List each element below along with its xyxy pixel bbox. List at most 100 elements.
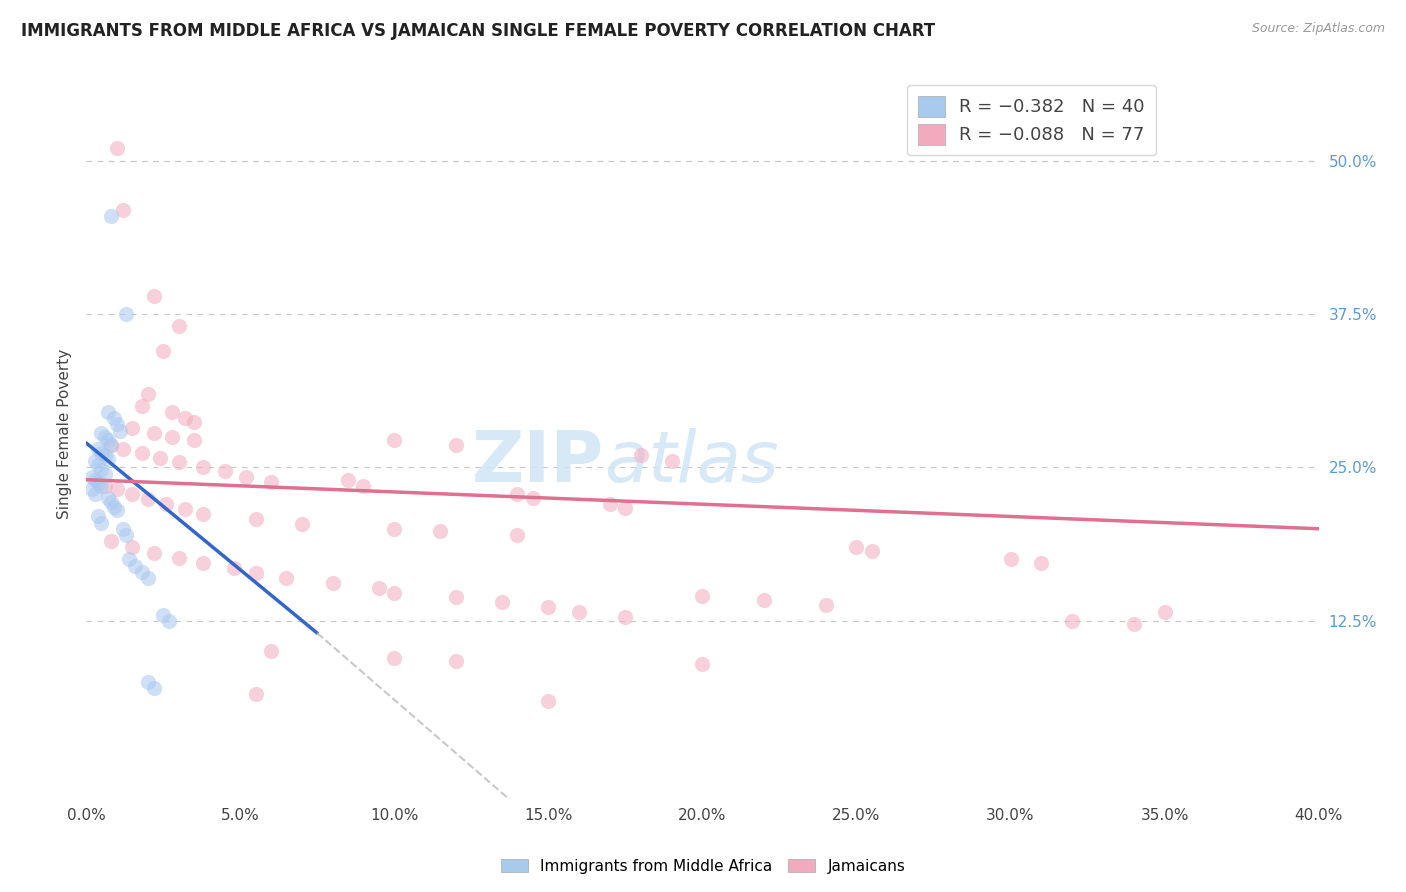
Point <box>87 458 110 472</box>
Point <box>121 540 143 554</box>
Point <box>506 528 529 542</box>
Point <box>103 500 125 514</box>
Point <box>245 512 267 526</box>
Point <box>193 460 215 475</box>
Point <box>90 445 112 459</box>
Point <box>1122 617 1144 632</box>
Point <box>136 675 159 690</box>
Point <box>100 438 122 452</box>
Point <box>131 399 153 413</box>
Point <box>105 483 128 497</box>
Point <box>142 546 165 560</box>
Point <box>291 516 314 531</box>
Point <box>112 442 135 456</box>
Point <box>105 417 128 432</box>
Point <box>173 502 195 516</box>
Point <box>84 487 107 501</box>
Point <box>142 288 165 302</box>
Point <box>614 500 637 515</box>
Point <box>157 614 180 628</box>
Point <box>506 487 529 501</box>
Point <box>115 528 138 542</box>
Point <box>100 438 122 452</box>
Point <box>245 566 267 580</box>
Point <box>214 464 236 478</box>
Point <box>93 467 115 481</box>
Point <box>614 610 637 624</box>
Point <box>599 497 621 511</box>
Point <box>845 540 868 554</box>
Point <box>93 430 115 444</box>
Point <box>136 571 159 585</box>
Point <box>337 473 360 487</box>
Point <box>193 556 215 570</box>
Point <box>235 470 257 484</box>
Point <box>522 491 544 505</box>
Legend: Immigrants from Middle Africa, Jamaicans: Immigrants from Middle Africa, Jamaicans <box>495 853 911 880</box>
Point <box>322 575 344 590</box>
Point <box>382 650 405 665</box>
Point <box>93 448 115 462</box>
Point <box>537 693 560 707</box>
Point <box>84 454 107 468</box>
Point <box>149 450 172 465</box>
Point <box>121 421 143 435</box>
Point <box>152 607 174 622</box>
Point <box>568 605 591 619</box>
Point <box>103 411 125 425</box>
Y-axis label: Single Female Poverty: Single Female Poverty <box>58 349 72 519</box>
Point <box>112 522 135 536</box>
Point <box>108 424 131 438</box>
Point <box>118 552 141 566</box>
Point <box>90 463 112 477</box>
Point <box>260 475 283 489</box>
Text: IMMIGRANTS FROM MIDDLE AFRICA VS JAMAICAN SINGLE FEMALE POVERTY CORRELATION CHAR: IMMIGRANTS FROM MIDDLE AFRICA VS JAMAICA… <box>21 22 935 40</box>
Point <box>367 581 389 595</box>
Legend: R = −0.382   N = 40, R = −0.088   N = 77: R = −0.382 N = 40, R = −0.088 N = 77 <box>907 85 1156 155</box>
Point <box>121 487 143 501</box>
Point <box>173 411 195 425</box>
Point <box>444 654 467 668</box>
Point <box>87 442 110 456</box>
Point <box>860 544 883 558</box>
Point <box>82 470 104 484</box>
Text: atlas: atlas <box>603 428 779 498</box>
Point <box>444 438 467 452</box>
Point <box>87 476 110 491</box>
Point <box>193 507 215 521</box>
Point <box>167 455 190 469</box>
Point <box>155 497 177 511</box>
Point <box>630 448 652 462</box>
Point <box>429 524 451 539</box>
Point <box>90 425 112 440</box>
Point <box>167 319 190 334</box>
Point <box>93 479 115 493</box>
Point <box>87 509 110 524</box>
Point <box>162 430 184 444</box>
Point <box>444 591 467 605</box>
Point <box>382 522 405 536</box>
Point <box>100 495 122 509</box>
Point <box>183 415 205 429</box>
Point <box>352 479 374 493</box>
Point <box>692 589 714 603</box>
Point <box>260 644 283 658</box>
Point <box>115 307 138 321</box>
Point <box>90 516 112 530</box>
Point <box>100 209 122 223</box>
Point <box>222 561 245 575</box>
Point <box>90 479 112 493</box>
Point <box>112 202 135 217</box>
Point <box>382 434 405 448</box>
Point <box>183 434 205 448</box>
Point <box>245 688 267 702</box>
Point <box>1031 556 1053 570</box>
Point <box>84 473 107 487</box>
Point <box>136 492 159 507</box>
Point <box>814 598 837 612</box>
Point <box>131 445 153 459</box>
Point <box>97 491 120 505</box>
Point <box>97 451 120 466</box>
Point <box>97 405 120 419</box>
Point <box>100 534 122 549</box>
